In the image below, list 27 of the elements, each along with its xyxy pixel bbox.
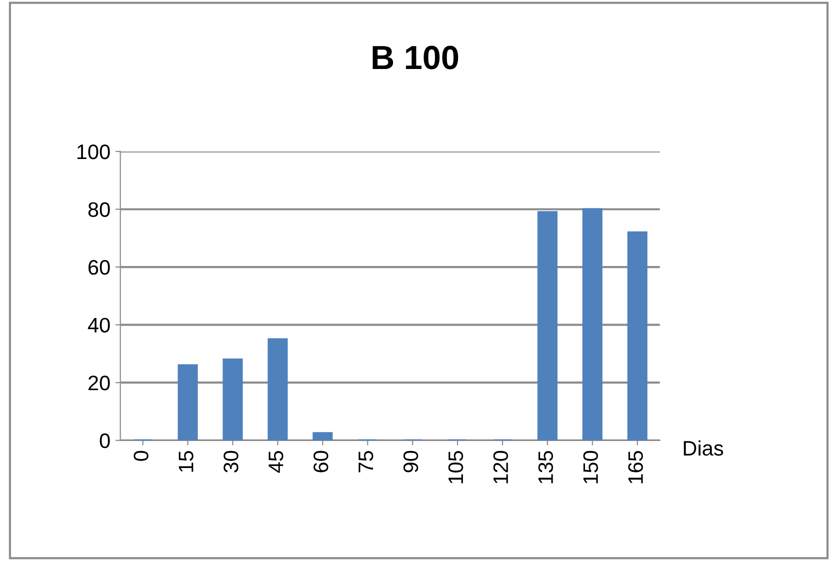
- x-tick-label: 0: [134, 450, 148, 461]
- x-tick-label: 45: [268, 450, 284, 473]
- x-tick-label: 165: [628, 450, 643, 484]
- y-tick-label: 100: [77, 144, 110, 160]
- bar: [268, 338, 288, 440]
- y-tick-label: 60: [88, 260, 110, 275]
- x-tick-label: 15: [178, 450, 194, 472]
- y-tick-label: 40: [88, 318, 110, 333]
- y-tick-label: 20: [88, 376, 110, 390]
- bar: [537, 211, 558, 440]
- x-tick-label: 30: [224, 450, 238, 472]
- x-tick-label: 120: [493, 450, 508, 484]
- x-tick-label: 60: [314, 450, 328, 472]
- bar: [222, 358, 243, 440]
- x-axis-title: Dias: [684, 440, 724, 456]
- chart-title: B 100: [372, 46, 458, 70]
- x-tick-label: 150: [583, 450, 598, 484]
- y-tick-label: 0: [100, 433, 110, 448]
- bar: [627, 231, 648, 440]
- y-tick-label: 80: [88, 202, 110, 218]
- bar: [178, 364, 198, 440]
- x-tick-label: 105: [448, 450, 464, 484]
- bar: [582, 208, 602, 440]
- x-tick-label: 75: [358, 450, 374, 472]
- x-tick-label: 90: [403, 450, 418, 472]
- bar: [312, 432, 333, 440]
- x-tick-label: 135: [538, 450, 554, 484]
